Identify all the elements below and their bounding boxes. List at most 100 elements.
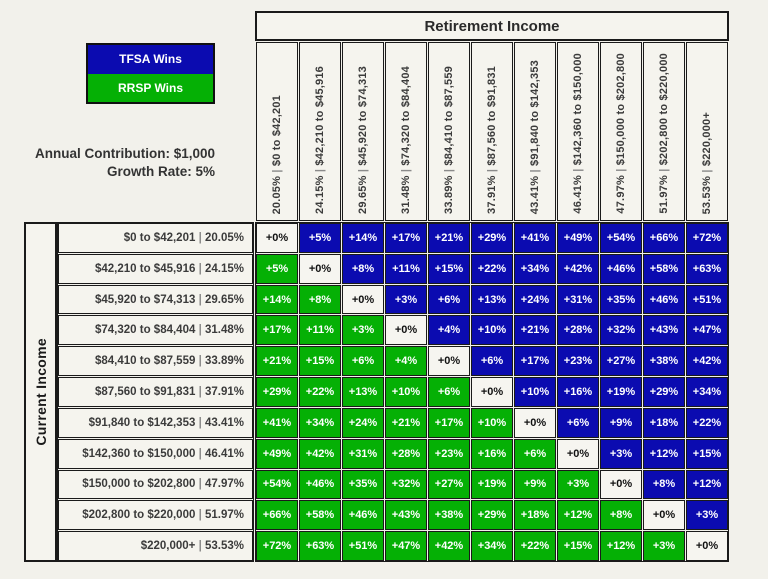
col-header: 33.89% | $84,410 to $87,559 <box>428 42 470 221</box>
col-header: 47.97% | $150,000 to $202,800 <box>600 42 642 221</box>
col-header: 31.48% | $74,320 to $84,404 <box>385 42 427 221</box>
matrix-cell: +66% <box>256 500 298 531</box>
matrix-cell: +35% <box>342 469 384 500</box>
matrix-cell: +17% <box>514 346 556 377</box>
matrix-cell: +47% <box>385 531 427 561</box>
matrix-cell: +21% <box>256 346 298 377</box>
matrix-cell: +15% <box>686 438 728 469</box>
matrix-cell: +0% <box>643 500 685 531</box>
matrix-cell: +29% <box>471 500 513 531</box>
matrix-cell: +6% <box>514 438 556 469</box>
matrix-cell: +31% <box>557 284 599 315</box>
matrix-cell: +46% <box>643 284 685 315</box>
matrix-cell: +38% <box>428 500 470 531</box>
matrix-cell: +32% <box>385 469 427 500</box>
matrix-cell: +16% <box>557 377 599 407</box>
legend-item-rrsp: RRSP Wins <box>88 73 213 102</box>
row-header: $0 to $42,201 | 20.05% <box>58 223 253 253</box>
matrix-cell: +18% <box>514 500 556 531</box>
matrix-cell: +41% <box>514 223 556 253</box>
matrix-cell: +9% <box>600 407 642 438</box>
matrix-cell: +6% <box>471 346 513 377</box>
matrix-cell: +66% <box>643 223 685 253</box>
matrix-cell: +6% <box>428 284 470 315</box>
matrix-cell: +27% <box>600 346 642 377</box>
row-header: $74,320 to $84,404 | 31.48% <box>58 315 253 346</box>
matrix-cell: +22% <box>471 253 513 284</box>
col-header: 51.97% | $202,800 to $220,000 <box>643 42 685 221</box>
row-header: $84,410 to $87,559 | 33.89% <box>58 346 253 377</box>
y-axis-title: Current Income <box>24 222 57 562</box>
matrix-cell: +46% <box>299 469 341 500</box>
matrix-cell: +0% <box>256 223 298 253</box>
matrix-cell: +3% <box>686 500 728 531</box>
matrix-cell: +42% <box>557 253 599 284</box>
matrix-cell: +28% <box>385 438 427 469</box>
matrix-cell: +0% <box>471 377 513 407</box>
x-axis-title: Retirement Income <box>255 11 729 41</box>
matrix-cell: +21% <box>428 223 470 253</box>
matrix-cell: +5% <box>256 253 298 284</box>
matrix-cell: +38% <box>643 346 685 377</box>
matrix-cell: +10% <box>471 407 513 438</box>
matrix-cell: +22% <box>514 531 556 561</box>
row-header: $87,560 to $91,831 | 37.91% <box>58 377 253 407</box>
matrix-cell: +17% <box>256 315 298 346</box>
row-header: $220,000+ | 53.53% <box>58 531 253 561</box>
matrix-cell: +22% <box>686 407 728 438</box>
y-axis-title-text: Current Income <box>32 338 49 446</box>
column-headers: 20.05% | $0 to $42,201 24.15% | $42,210 t… <box>255 41 729 222</box>
col-header: 20.05% | $0 to $42,201 <box>256 42 298 221</box>
matrix-cell: +0% <box>428 346 470 377</box>
matrix-cell: +10% <box>514 377 556 407</box>
matrix-cell: +10% <box>471 315 513 346</box>
matrix-cell: +58% <box>643 253 685 284</box>
col-header: 53.53% | $220,000+ <box>686 42 728 221</box>
matrix-cell: +24% <box>514 284 556 315</box>
matrix-cell: +3% <box>342 315 384 346</box>
matrix-cell: +49% <box>557 223 599 253</box>
matrix-cell: +19% <box>471 469 513 500</box>
matrix-cell: +27% <box>428 469 470 500</box>
matrix-cell: +32% <box>600 315 642 346</box>
row-header: $202,800 to $220,000 | 51.97% <box>58 500 253 531</box>
matrix-cell: +35% <box>600 284 642 315</box>
matrix-cell: +0% <box>514 407 556 438</box>
row-headers: $0 to $42,201 | 20.05% $42,210 to $45,916… <box>57 222 254 562</box>
matrix-cell: +0% <box>299 253 341 284</box>
matrix-cell: +15% <box>299 346 341 377</box>
col-header: 29.65% | $45,920 to $74,313 <box>342 42 384 221</box>
matrix-cell: +72% <box>686 223 728 253</box>
matrix-cell: +46% <box>342 500 384 531</box>
matrix-cell: +3% <box>385 284 427 315</box>
matrix-cell: +42% <box>299 438 341 469</box>
matrix-cell: +16% <box>471 438 513 469</box>
matrix-cell: +29% <box>471 223 513 253</box>
matrix-cell: +22% <box>299 377 341 407</box>
row-header: $45,920 to $74,313 | 29.65% <box>58 284 253 315</box>
row-header: $150,000 to $202,800 | 47.97% <box>58 469 253 500</box>
matrix-cell: +14% <box>342 223 384 253</box>
matrix-cell: +42% <box>428 531 470 561</box>
matrix-cell: +0% <box>600 469 642 500</box>
matrix-cell: +18% <box>643 407 685 438</box>
matrix-cell: +11% <box>299 315 341 346</box>
matrix-cell: +47% <box>686 315 728 346</box>
col-header: 24.15% | $42,210 to $45,916 <box>299 42 341 221</box>
row-header: $142,360 to $150,000 | 46.41% <box>58 438 253 469</box>
matrix-cell: +43% <box>385 500 427 531</box>
matrix-cell: +34% <box>299 407 341 438</box>
matrix-cell: +6% <box>557 407 599 438</box>
matrix-cell: +12% <box>600 531 642 561</box>
matrix-cell: +63% <box>299 531 341 561</box>
legend: TFSA Wins RRSP Wins <box>86 43 215 104</box>
matrix-cell: +23% <box>428 438 470 469</box>
matrix-cell: +15% <box>428 253 470 284</box>
matrix-cell: +21% <box>514 315 556 346</box>
matrix-cell: +29% <box>643 377 685 407</box>
matrix-cell: +72% <box>256 531 298 561</box>
matrix-cell: +15% <box>557 531 599 561</box>
matrix-cell: +46% <box>600 253 642 284</box>
matrix-cell: +6% <box>342 346 384 377</box>
